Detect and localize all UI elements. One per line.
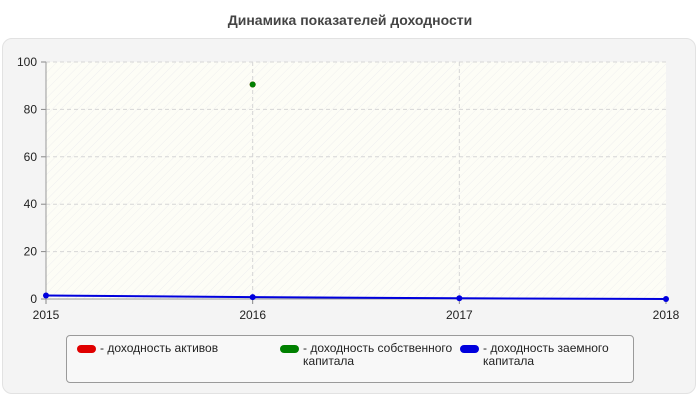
plot-area xyxy=(46,62,666,299)
legend-label-assets: - доходность активов xyxy=(100,341,219,355)
legend-swatch-debt xyxy=(460,345,479,353)
series-point-2 xyxy=(663,296,669,302)
legend-swatch-equity xyxy=(280,345,299,353)
legend-label-debt: - доходность заемного капитала xyxy=(483,341,609,368)
y-tick-label: 60 xyxy=(24,150,38,164)
y-tick-label: 80 xyxy=(24,102,38,116)
y-tick-label: 40 xyxy=(24,197,38,211)
y-tick-label: 100 xyxy=(17,55,37,69)
series-point-2 xyxy=(43,292,49,299)
series-line-2 xyxy=(45,294,667,300)
series-point-2 xyxy=(249,294,256,301)
y-tick-label: 0 xyxy=(30,292,37,306)
y-tick-label: 20 xyxy=(24,245,38,259)
legend-swatch-assets xyxy=(77,345,96,353)
x-tick-label: 2016 xyxy=(239,308,266,322)
legend-item-assets: - доходность активов xyxy=(77,342,260,355)
series-point-2 xyxy=(456,295,463,302)
chart-legend: - доходность активов - доходность собств… xyxy=(66,335,634,383)
x-tick-label: 2015 xyxy=(33,308,60,322)
legend-item-equity: - доходность собственного капитала xyxy=(280,342,463,368)
chart-title: Динамика показателей доходности xyxy=(227,12,473,28)
x-tick-label: 2018 xyxy=(653,308,680,322)
x-tick-label: 2017 xyxy=(446,308,473,322)
legend-label-equity: - доходность собственного капитала xyxy=(303,341,453,368)
series-point-1 xyxy=(249,81,256,88)
legend-item-debt: - доходность заемного капитала xyxy=(460,342,643,368)
